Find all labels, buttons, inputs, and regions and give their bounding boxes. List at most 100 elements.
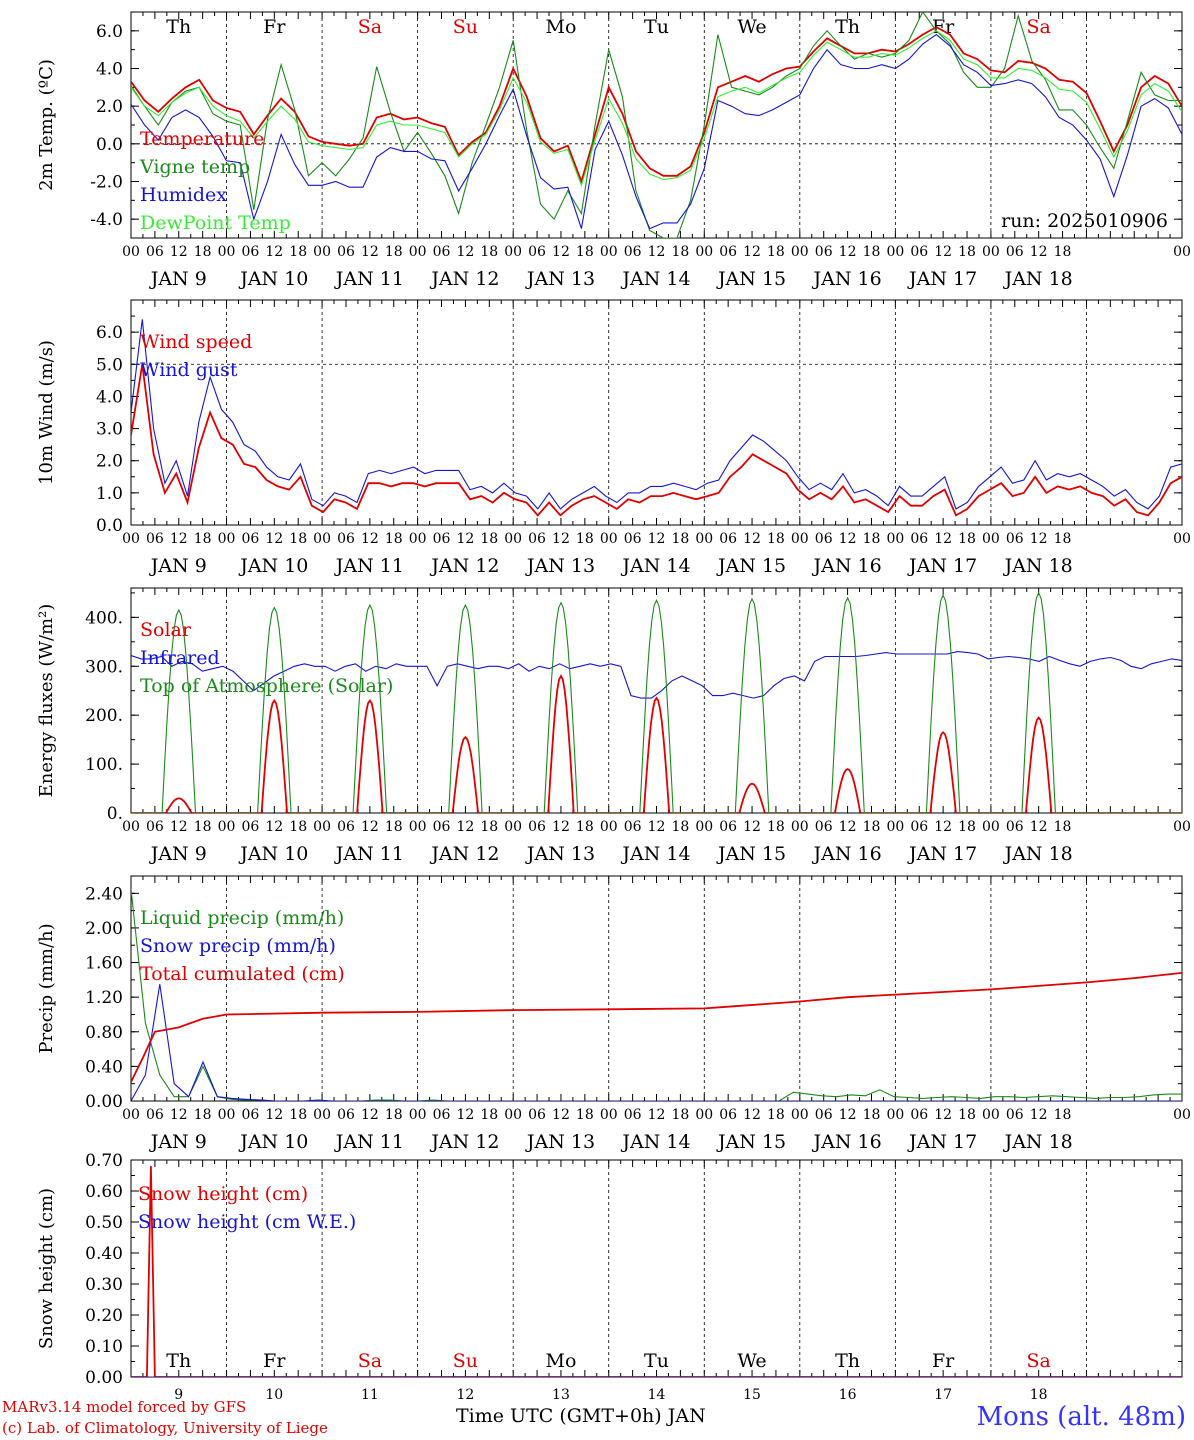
y-tick-label: 200.	[85, 706, 123, 726]
y-tick-label: 0.50	[85, 1213, 123, 1233]
weekday-label: We	[737, 1350, 766, 1372]
hour-tick-label: 18	[863, 244, 881, 260]
date-label: JAN 10	[238, 555, 308, 577]
y-tick-label: 1.20	[85, 988, 123, 1008]
day-number-label: 16	[839, 1387, 857, 1403]
y-tick-label: 0.10	[85, 1337, 123, 1357]
hour-tick-label: 06	[433, 819, 451, 835]
date-label: JAN 14	[620, 555, 690, 577]
y-tick-label: 4.0	[96, 387, 123, 407]
weekday-label: We	[737, 16, 766, 38]
weekday-label: Su	[453, 1350, 478, 1372]
hour-tick-label: 18	[289, 819, 307, 835]
y-tick-label: 0.60	[85, 1182, 123, 1202]
hour-tick-label: 06	[242, 1107, 260, 1123]
weekday-label: Su	[453, 16, 478, 38]
y-tick-label: 0.30	[85, 1275, 123, 1295]
date-label: JAN 12	[429, 555, 499, 577]
y-tick-label: 0.40	[85, 1057, 123, 1077]
panel-3: 0. 100. 200. 300. 400. Energy fluxes (W/m²) 00…	[36, 587, 1191, 865]
y-tick-label: 100.	[85, 755, 123, 775]
y-tick-label: -2.0	[90, 173, 123, 193]
y-axis-label: 10m Wind (m/s)	[36, 340, 57, 485]
hour-tick-label: 06	[815, 1107, 833, 1123]
series-line-top-of-atmosphere-solar-	[131, 591, 1182, 813]
date-label: JAN 18	[1003, 1131, 1073, 1153]
hour-tick-label: 12	[648, 1107, 666, 1123]
y-tick-label: 0.40	[85, 1244, 123, 1264]
y-tick-label: 0.00	[85, 1368, 123, 1388]
hour-tick-label: 12	[456, 244, 474, 260]
hour-tick-label: 00	[886, 531, 904, 547]
y-axis-label: Precip (mm/h)	[36, 923, 57, 1053]
hour-tick-label: 06	[910, 819, 928, 835]
model-credit: MARv3.14 model forced by GFS	[2, 1398, 247, 1416]
station-name: Mons (alt. 48m)	[976, 1402, 1186, 1432]
hour-tick-label: 00	[982, 1107, 1000, 1123]
series-line-temperature	[131, 26, 1182, 185]
weekday-label: Mo	[546, 1350, 577, 1372]
hour-tick-label: 00	[791, 244, 809, 260]
hour-tick-label: 00	[695, 819, 713, 835]
hour-tick-label: 18	[1054, 244, 1072, 260]
date-label: JAN 14	[620, 843, 690, 865]
date-label: JAN 15	[716, 555, 786, 577]
hour-tick-label: 12	[839, 244, 857, 260]
y-tick-label: 0.80	[85, 1023, 123, 1043]
hour-tick-label: 12	[265, 244, 283, 260]
weekday-label: Mo	[546, 16, 577, 38]
panel-1: -4.0 -2.0 0.0 2.0 4.0 6.0 2m Temp. (ºC) 00 06 12 1…	[36, 11, 1191, 290]
weekday-label: Th	[166, 16, 191, 38]
hour-tick-label: 18	[385, 531, 403, 547]
hour-tick-label: 06	[337, 531, 355, 547]
hour-tick-label: 18	[958, 1107, 976, 1123]
hour-tick-label: 18	[576, 244, 594, 260]
hour-tick-label: 00	[1173, 244, 1191, 260]
date-label: JAN 13	[525, 1131, 595, 1153]
hour-tick-label: 06	[624, 531, 642, 547]
series-line-humidex	[131, 33, 1182, 230]
date-label: JAN 11	[334, 555, 404, 577]
legend-entry: Infrared	[140, 647, 220, 669]
hour-tick-label: 18	[289, 531, 307, 547]
hour-tick-label: 06	[433, 244, 451, 260]
legend-entry: Humidex	[140, 184, 227, 206]
hour-tick-label: 12	[648, 819, 666, 835]
legend-entry: Liquid precip (mm/h)	[140, 907, 344, 929]
hour-tick-label: 18	[289, 1107, 307, 1123]
hour-tick-label: 06	[528, 244, 546, 260]
hour-tick-label: 18	[289, 244, 307, 260]
date-label: JAN 12	[429, 843, 499, 865]
date-label: JAN 17	[907, 555, 977, 577]
hour-tick-label: 18	[194, 819, 212, 835]
hour-tick-label: 00	[791, 819, 809, 835]
y-tick-label: 2.00	[85, 919, 123, 939]
hour-tick-label: 12	[743, 244, 761, 260]
hour-tick-label: 12	[265, 531, 283, 547]
hour-tick-label: 06	[719, 1107, 737, 1123]
y-tick-label: 4.0	[96, 60, 123, 80]
date-label: JAN 9	[149, 1131, 207, 1153]
weekday-label: Sa	[1027, 1350, 1051, 1372]
hour-tick-label: 00	[122, 1107, 140, 1123]
hour-tick-label: 18	[480, 1107, 498, 1123]
hour-tick-label: 00	[122, 819, 140, 835]
hour-tick-label: 18	[767, 531, 785, 547]
hour-tick-label: 12	[170, 819, 188, 835]
y-tick-label: 2.0	[96, 452, 123, 472]
hour-tick-label: 18	[385, 819, 403, 835]
hour-tick-label: 00	[313, 244, 331, 260]
hour-tick-label: 18	[576, 819, 594, 835]
hour-tick-label: 00	[600, 819, 618, 835]
y-tick-label: 300.	[85, 657, 123, 677]
hour-tick-label: 06	[146, 244, 164, 260]
series-line-wind-gust	[131, 319, 1182, 510]
hour-tick-label: 06	[719, 244, 737, 260]
series-line-infrared	[131, 651, 1182, 699]
hour-tick-label: 06	[337, 244, 355, 260]
hour-tick-label: 12	[743, 1107, 761, 1123]
hour-tick-label: 00	[1173, 1107, 1191, 1123]
x-axis-label: Time UTC (GMT+0h) JAN	[456, 1405, 706, 1427]
hour-tick-label: 00	[791, 1107, 809, 1123]
series-line-vigne-temp	[131, 12, 1182, 238]
